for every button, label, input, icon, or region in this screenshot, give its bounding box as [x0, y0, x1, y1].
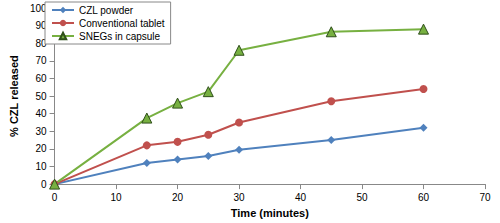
svg-text:90: 90: [35, 20, 47, 32]
svg-text:30: 30: [35, 126, 47, 137]
svg-text:10: 10: [111, 192, 123, 203]
svg-text:70: 70: [35, 55, 47, 66]
svg-text:40: 40: [35, 108, 47, 119]
svg-text:60: 60: [35, 73, 47, 84]
svg-text:50: 50: [356, 192, 368, 203]
svg-text:Time (minutes): Time (minutes): [231, 207, 309, 219]
svg-text:60: 60: [418, 192, 430, 203]
svg-text:50: 50: [35, 91, 47, 102]
svg-text:40: 40: [295, 192, 307, 203]
svg-text:% CZL released: % CZL released: [8, 55, 20, 137]
svg-text:0: 0: [41, 179, 47, 190]
svg-text:30: 30: [233, 192, 245, 203]
svg-text:SNEGs in capsule: SNEGs in capsule: [79, 31, 161, 42]
svg-text:20: 20: [35, 143, 47, 154]
svg-text:80: 80: [35, 37, 47, 49]
svg-text:20: 20: [172, 192, 184, 203]
svg-text:Conventional tablet: Conventional tablet: [79, 18, 165, 29]
svg-text:70: 70: [479, 192, 491, 203]
svg-text:CZL powder: CZL powder: [79, 5, 134, 16]
svg-text:0: 0: [52, 192, 58, 203]
svg-text:100: 100: [30, 3, 47, 14]
svg-text:10: 10: [35, 161, 47, 172]
